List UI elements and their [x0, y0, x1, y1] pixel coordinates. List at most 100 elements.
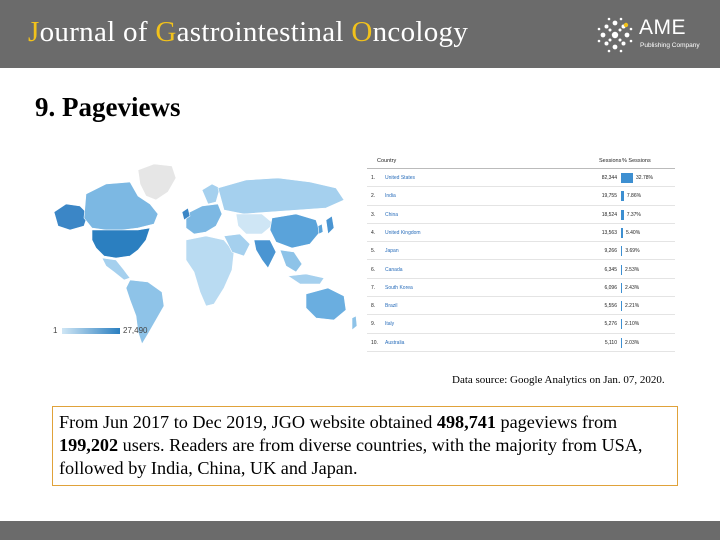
summary-text: users. Readers are from diverse countrie…: [59, 435, 643, 478]
row-pct-bar: [621, 246, 623, 257]
row-sessions: 82,344: [601, 175, 617, 181]
row-rank: 8.: [371, 303, 376, 310]
map-region-india: [253, 239, 277, 269]
journal-title-initial: G: [155, 16, 177, 48]
row-pct-sessions: 7.86%: [626, 193, 642, 200]
row-country-link[interactable]: Italy: [385, 321, 395, 328]
row-rank: 2.: [371, 193, 376, 200]
table-row: 2. India 19,755 7.86%: [367, 187, 675, 206]
row-pct-bar: [621, 264, 622, 275]
row-country-link[interactable]: Australia: [385, 339, 405, 346]
map-region-russia: [217, 177, 345, 215]
map-region-korea: [317, 223, 324, 235]
summary-text: From Jun 2017 to Dec 2019, JGO website o…: [59, 412, 437, 432]
table-row: 6. Canada 6,345 2.53%: [367, 261, 675, 279]
journal-title-text: ncology: [372, 16, 469, 48]
row-sessions: 5,110: [604, 339, 617, 346]
row-sessions: 6,096: [604, 284, 617, 291]
row-sessions: 13,563: [601, 229, 617, 236]
row-pct-bar: [621, 191, 624, 202]
row-country-link[interactable]: United Kingdom: [385, 229, 421, 236]
row-rank: 7.: [371, 284, 376, 291]
row-country-link[interactable]: Brazil: [385, 303, 398, 310]
table-row: 1. United States 82,344 32.78%: [367, 169, 675, 188]
map-region-usa: [91, 227, 151, 259]
map-region-south-america: [125, 279, 165, 345]
summary-box: From Jun 2017 to Dec 2019, JGO website o…: [52, 406, 678, 486]
row-pct-sessions: 2.03%: [625, 339, 640, 346]
table-row: 7. South Korea 6,096 2.43%: [367, 279, 675, 298]
map-region-australia: [305, 287, 347, 321]
map-region-central-asia: [235, 213, 275, 235]
pageviews-count: 498,741: [436, 412, 496, 432]
row-rank: 5.: [371, 248, 376, 255]
row-pct-bar: [621, 227, 623, 238]
journal-title-initial: O: [351, 16, 373, 48]
map-region-africa: [185, 235, 235, 307]
row-pct-bar: [621, 337, 622, 348]
journal-title: Journal of Gastrointestinal Oncology: [28, 16, 468, 49]
row-country-link[interactable]: India: [385, 193, 396, 200]
row-country-link[interactable]: United States: [385, 175, 416, 181]
row-sessions: 19,755: [601, 193, 617, 200]
table-row: 4. United Kingdom 13,563 5.40%: [367, 224, 675, 243]
map-region-scandinavia: [201, 183, 221, 205]
row-pct-bar: [621, 319, 622, 330]
map-region-southeast-asia: [279, 249, 303, 273]
row-pct-sessions: 2.21%: [625, 303, 640, 310]
summary-text: pageviews from: [495, 412, 618, 432]
map-region-alaska: [53, 203, 89, 231]
sessions-table: Country Sessions % Sessions 1. United Sta…: [367, 154, 675, 354]
row-sessions: 6,345: [604, 266, 617, 273]
logo-text: AME: [639, 16, 687, 39]
header-country: Country: [377, 158, 397, 164]
slide-title: 9. Pageviews: [35, 92, 181, 122]
table-row: 10. Australia 5,110 2.03%: [367, 334, 675, 352]
journal-title-text: ournal of: [39, 16, 156, 48]
map-region-mexico: [101, 257, 131, 281]
map-region-japan: [325, 215, 335, 235]
row-pct-sessions: 2.53%: [625, 266, 640, 273]
row-rank: 4.: [371, 229, 376, 236]
row-rank: 9.: [371, 321, 376, 328]
map-legend-max: 27,490: [123, 326, 148, 335]
table-header: Country Sessions % Sessions: [367, 154, 675, 169]
row-country-link[interactable]: South Korea: [385, 284, 413, 291]
map-region-greenland: [137, 163, 177, 201]
row-pct-sessions: 2.10%: [625, 321, 640, 328]
row-country-link[interactable]: China: [385, 211, 399, 218]
row-pct-bar: [621, 301, 622, 312]
row-pct-bar: [621, 282, 622, 293]
row-sessions: 5,556: [604, 303, 617, 310]
table-row: 3. China 18,524 7.37%: [367, 206, 675, 224]
header-pct-sessions: % Sessions: [622, 158, 651, 164]
row-rank: 6.: [371, 266, 376, 273]
map-region-uk: [181, 207, 191, 221]
header-bar: Journal of Gastrointestinal Oncology AME…: [0, 0, 720, 68]
row-rank: 10.: [371, 339, 378, 346]
row-pct-sessions: 2.43%: [625, 284, 640, 291]
data-source-note: Data source: Google Analytics on Jan. 07…: [452, 374, 665, 386]
header-sessions: Sessions: [599, 158, 622, 164]
row-pct-sessions: 3.69%: [625, 248, 640, 255]
table-row: 8. Brazil 5,556 2.21%: [367, 297, 675, 316]
world-map: 1 27,490: [26, 148, 364, 354]
logo-subtitle: Publishing Company: [640, 42, 700, 49]
table-row: 9. Italy 5,276 2.10%: [367, 315, 675, 334]
row-country-link[interactable]: Canada: [385, 266, 403, 273]
row-sessions: 18,524: [601, 211, 617, 218]
row-rank: 3.: [371, 211, 376, 218]
table-row: 5. Japan 9,266 3.69%: [367, 242, 675, 261]
ame-globe-icon: [597, 17, 633, 53]
row-pct-sessions: 7.37%: [626, 211, 641, 218]
map-legend-gradient: [62, 328, 120, 334]
row-country-link[interactable]: Japan: [385, 248, 399, 255]
map-region-indonesia: [287, 273, 325, 285]
row-pct-sessions: 32.78%: [636, 175, 653, 181]
footer-bar: [0, 521, 720, 540]
row-pct-bar: [621, 209, 624, 220]
row-pct-bar: [621, 173, 633, 183]
ame-logo: AME Publishing Company: [596, 14, 706, 56]
map-region-middle-east: [223, 233, 251, 257]
row-rank: 1.: [371, 175, 376, 181]
